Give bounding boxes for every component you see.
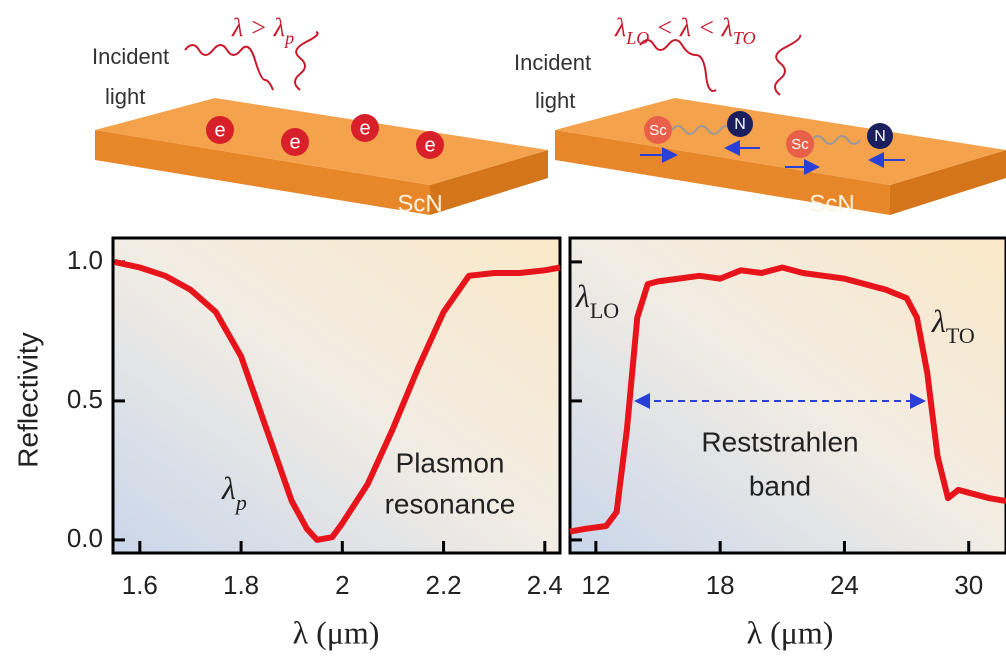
x-tick-label: 2.2 — [425, 570, 461, 600]
x-tick-label: 2.4 — [527, 570, 563, 600]
electron: e — [351, 114, 379, 142]
y-axis-label: Reflectivity — [12, 332, 43, 467]
incident-label: Incident — [514, 50, 591, 75]
substrate-label: ScN — [809, 190, 854, 217]
label-text: λ > λ — [231, 13, 285, 42]
atom-label: Sc — [649, 122, 667, 139]
annotation: λp — [221, 470, 247, 514]
annotation: resonance — [385, 488, 516, 519]
electron-label: e — [359, 117, 370, 139]
annotation: band — [749, 470, 811, 501]
electron: e — [416, 131, 444, 159]
subscript: TO — [733, 28, 756, 48]
atom-label: N — [874, 128, 886, 145]
incident-label: Incident — [92, 44, 169, 69]
wave-label: λ > λp — [231, 13, 294, 48]
electron-label: e — [214, 119, 225, 141]
incident-label: light — [535, 88, 575, 113]
atom-label: N — [734, 116, 746, 133]
illustration-left: ScN Incident light λ > λp e e e e — [92, 13, 548, 217]
x-tick-label: 2 — [335, 570, 349, 600]
annotation: λTO — [931, 303, 975, 347]
electron-label: e — [424, 134, 435, 156]
annotation: Plasmon — [396, 447, 505, 478]
electron: e — [206, 116, 234, 144]
electron: e — [281, 128, 309, 156]
illustration-right: ScN Incident light λLO < λ < λTO Sc N Sc… — [514, 13, 1006, 217]
subscript: p — [283, 28, 294, 48]
data-line — [569, 264, 1006, 535]
x-tick-label: 18 — [706, 570, 735, 600]
label-text: λ — [614, 13, 626, 42]
nitrogen: N — [867, 123, 893, 149]
atom-label: Sc — [791, 136, 809, 153]
wave-label: λLO < λ < λTO — [614, 13, 756, 48]
x-axis-label: λ (μm) — [747, 614, 834, 650]
incident-label: light — [105, 84, 145, 109]
y-tick-label: 0.0 — [67, 523, 103, 553]
x-tick-label: 1.8 — [223, 570, 259, 600]
y-tick-label: 0.5 — [67, 384, 103, 414]
x-tick-label: 24 — [830, 570, 859, 600]
scandium: Sc — [644, 116, 672, 144]
annotation: λLO — [575, 278, 619, 322]
annotation: Reststrahlen — [701, 426, 858, 457]
data-line — [113, 258, 561, 543]
x-tick-label: 12 — [581, 570, 610, 600]
nitrogen: N — [727, 111, 753, 137]
plot-area — [568, 236, 1006, 555]
subscript: LO — [625, 28, 649, 48]
y-tick-label: 1.0 — [67, 245, 103, 275]
x-axis-label: λ (μm) — [293, 614, 380, 650]
x-tick-label: 1.6 — [122, 570, 158, 600]
label-text: < λ < λ — [649, 13, 733, 42]
substrate-label: ScN — [397, 190, 442, 217]
electron-label: e — [289, 131, 300, 153]
scandium: Sc — [786, 130, 814, 158]
x-tick-label: 30 — [954, 570, 983, 600]
